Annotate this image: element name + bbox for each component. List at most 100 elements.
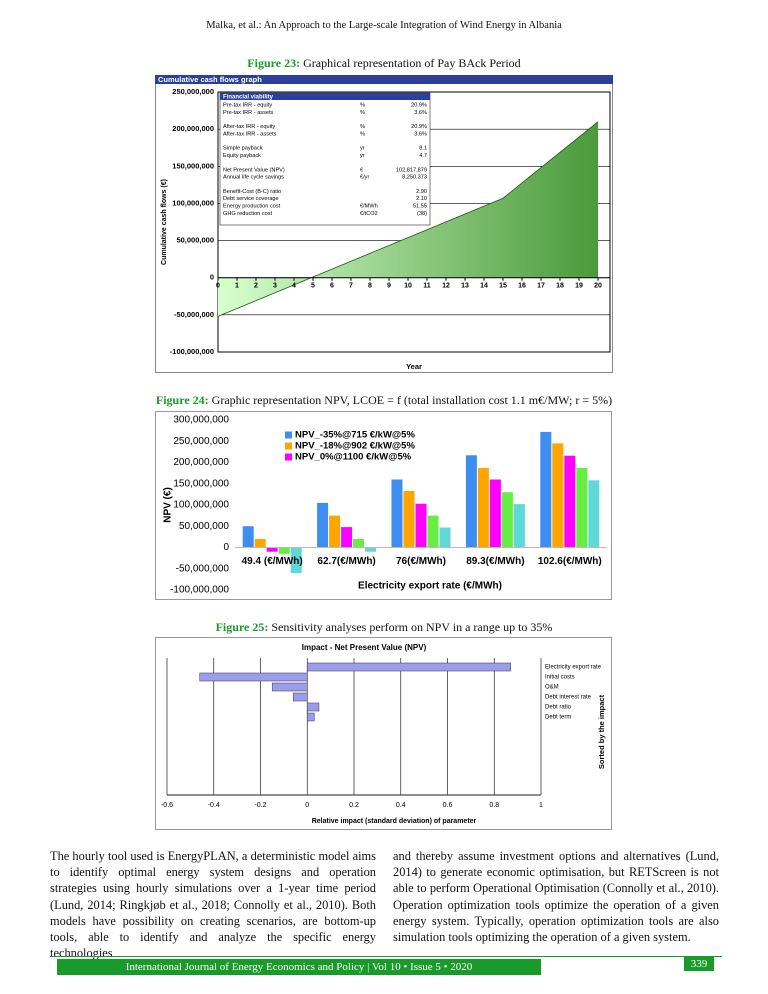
inset-unit: % bbox=[360, 131, 365, 137]
bar bbox=[271, 682, 308, 692]
bar bbox=[576, 468, 588, 548]
chart: Impact - Net Present Value (NPV) -0.6 -0.4… bbox=[155, 637, 612, 830]
page-number: 339 bbox=[684, 957, 714, 971]
y-tick-label: 0 bbox=[223, 542, 229, 553]
x-tick-label: 89.3(€/MWh) bbox=[466, 556, 524, 567]
title-bar bbox=[155, 75, 613, 84]
y-tick-label: -100,000,000 bbox=[170, 585, 229, 596]
category-label: Initial costs bbox=[545, 675, 575, 681]
y-tick-label: -50,000,000 bbox=[174, 310, 214, 319]
inset-value: (38) bbox=[417, 211, 427, 217]
chart: Cumulative cash flows graph -100,000,000 -… bbox=[155, 75, 613, 373]
inset-unit: yr bbox=[360, 146, 365, 152]
x-tick-label: 76(€/MWh) bbox=[396, 556, 446, 567]
x-tick-label: 20 bbox=[594, 283, 602, 290]
inset-value: 20.9% bbox=[411, 124, 427, 130]
inset-unit: % bbox=[360, 102, 365, 108]
y-tick-label: 250,000,000 bbox=[173, 436, 229, 447]
chart-title: Impact - Net Present Value (NPV) bbox=[302, 643, 427, 652]
bar bbox=[329, 515, 341, 548]
x-tick-label: -0.6 bbox=[161, 802, 173, 809]
inset-label: Net Present Value (NPV) bbox=[223, 167, 285, 173]
x-tick-label: 0 bbox=[305, 802, 309, 809]
y-tick-label: 250,000,000 bbox=[172, 87, 214, 96]
y-tick-label: -50,000,000 bbox=[176, 563, 230, 574]
bar bbox=[439, 527, 451, 548]
area-fill bbox=[218, 121, 598, 317]
x-tick-label: 12 bbox=[442, 283, 450, 290]
legend-label: NPV_-18%@902 €/kW@5% bbox=[295, 441, 415, 452]
caption: Figure 23: Graphical representation of P… bbox=[0, 56, 768, 71]
body-text: and thereby assume investment options an… bbox=[393, 849, 719, 945]
inset-label: GHG reduction cost bbox=[223, 211, 273, 217]
y-tick-label: 200,000,000 bbox=[172, 124, 214, 133]
y-tick-label: 0 bbox=[210, 273, 214, 282]
x-tick-label: 102.6(€/MWh) bbox=[538, 556, 602, 567]
inset-title: Financial viability bbox=[223, 95, 274, 101]
y-axis-label: NPV (€) bbox=[163, 487, 174, 523]
inset-label: Energy production cost bbox=[223, 203, 281, 209]
inset-label: After-tax IRR - assets bbox=[223, 131, 277, 137]
inset-value: 4.7 bbox=[419, 153, 427, 159]
chart-title: Cumulative cash flows graph bbox=[158, 75, 262, 84]
caption-text: Graphic representation NPV, LCOE = f (to… bbox=[211, 393, 613, 407]
bar bbox=[307, 702, 320, 712]
inset-value: 20.9% bbox=[411, 102, 427, 108]
x-tick-label: 4 bbox=[292, 283, 296, 290]
x-tick-label: 0.8 bbox=[489, 802, 499, 809]
caption-text: Graphical representation of Pay BAck Per… bbox=[303, 56, 521, 70]
bar bbox=[540, 431, 552, 548]
inset-label: Simple payback bbox=[223, 146, 263, 152]
inset-unit: €/tCO2 bbox=[360, 211, 378, 217]
inset-unit: % bbox=[360, 124, 365, 130]
bar bbox=[341, 527, 353, 548]
bar bbox=[307, 662, 511, 672]
x-tick-label: 62.7(€/MWh) bbox=[317, 556, 375, 567]
inset-label: After-tax IRR - equity bbox=[223, 124, 275, 130]
y-tick-label: 200,000,000 bbox=[173, 457, 229, 468]
inset-value: 8,250,373 bbox=[402, 175, 427, 181]
x-axis-label: Electricity export rate (€/MWh) bbox=[358, 581, 502, 592]
bar bbox=[278, 547, 290, 554]
x-tick-label: 18 bbox=[556, 283, 564, 290]
legend-swatch bbox=[285, 431, 292, 439]
bar bbox=[254, 539, 266, 548]
x-tick-label: 8 bbox=[368, 283, 372, 290]
x-tick-label: 49.4 (€/MWh) bbox=[242, 556, 303, 567]
x-tick-label: 13 bbox=[461, 283, 469, 290]
bar bbox=[292, 692, 308, 702]
bar bbox=[588, 480, 600, 548]
bar bbox=[415, 503, 427, 548]
bar bbox=[489, 479, 501, 548]
inset-value: 2.10 bbox=[416, 196, 427, 202]
x-tick-label: 0.2 bbox=[349, 802, 359, 809]
y-axis-label: Cumulative cash flows (€) bbox=[161, 179, 168, 265]
bar bbox=[403, 490, 415, 548]
y-tick-label: -100,000,000 bbox=[170, 347, 214, 356]
x-tick-label: 5 bbox=[311, 283, 315, 290]
x-tick-label: 14 bbox=[480, 283, 488, 290]
x-tick-label: 1 bbox=[539, 802, 543, 809]
inset-label: Debt service coverage bbox=[223, 196, 279, 202]
x-axis-label: Year bbox=[406, 362, 422, 371]
y-tick-label: 50,000,000 bbox=[176, 236, 214, 245]
legend-swatch bbox=[285, 442, 292, 450]
x-tick-label: 9 bbox=[387, 283, 391, 290]
x-tick-label: 11 bbox=[423, 283, 431, 290]
x-tick-label: 0 bbox=[216, 283, 220, 290]
caption-label: Figure 24: bbox=[155, 393, 209, 407]
caption-label: Figure 23: bbox=[247, 56, 301, 70]
bar bbox=[564, 455, 576, 548]
x-tick-label: -0.2 bbox=[254, 802, 266, 809]
bar bbox=[391, 479, 403, 548]
footer-journal: International Journal of Energy Economic… bbox=[57, 959, 541, 975]
inset-label: Pre-tax IRR - equity bbox=[223, 102, 272, 108]
bar bbox=[501, 492, 513, 548]
frame bbox=[155, 411, 612, 600]
category-label: Debt term bbox=[545, 715, 571, 721]
inset-unit: % bbox=[360, 110, 365, 116]
x-tick-label: -0.4 bbox=[208, 802, 220, 809]
inset-value: 51.55 bbox=[413, 203, 427, 209]
x-tick-label: 19 bbox=[575, 283, 583, 290]
